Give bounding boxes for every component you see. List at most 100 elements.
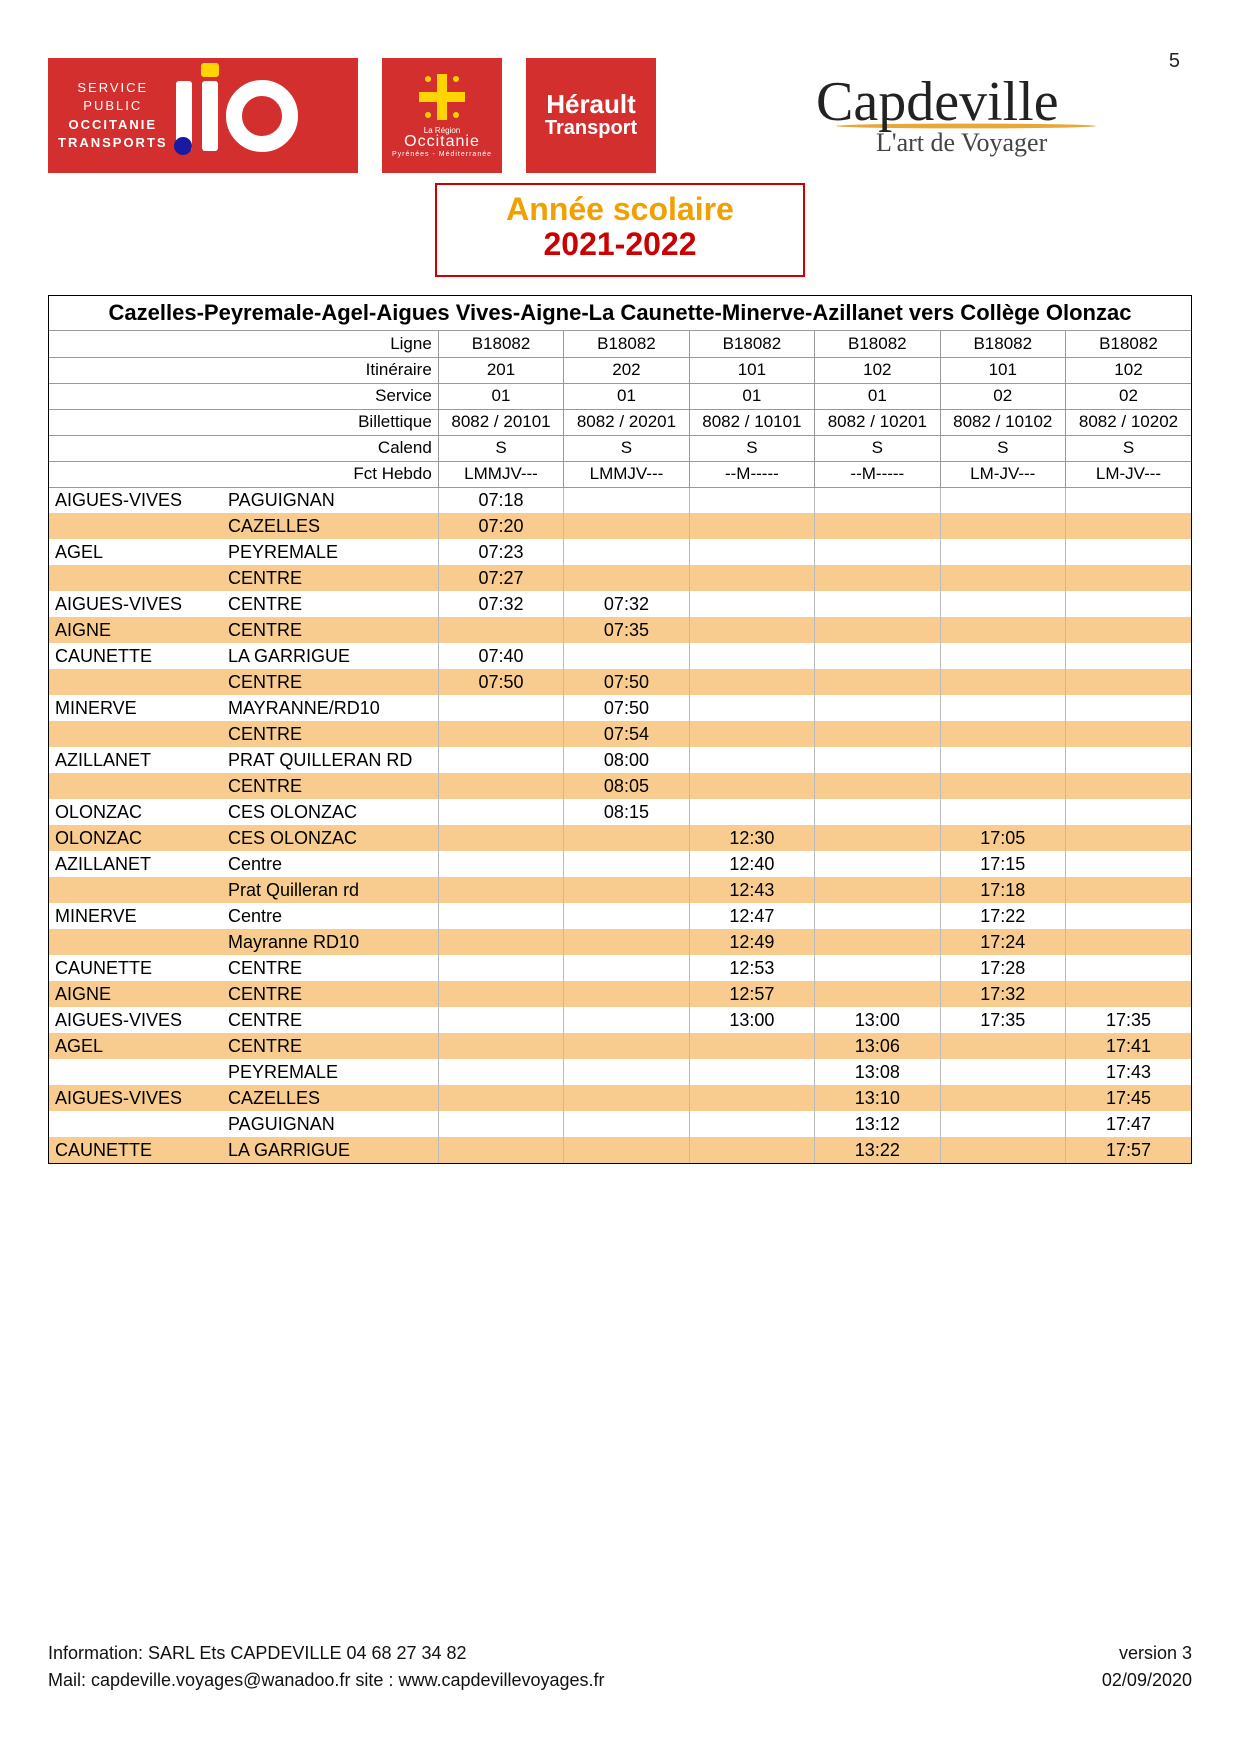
- header-value: 8082 / 10201: [815, 409, 940, 435]
- header-value: 102: [815, 357, 940, 383]
- time-cell: [940, 695, 1065, 721]
- lio-line: SERVICE: [58, 79, 168, 97]
- header-value: B18082: [940, 331, 1065, 357]
- time-cell: 07:27: [438, 565, 563, 591]
- time-cell: [564, 1085, 689, 1111]
- time-cell: 17:57: [1065, 1137, 1191, 1163]
- occitanie-logo-block: La Région Occitanie Pyrénées - Méditerra…: [382, 58, 502, 173]
- table-row: AGELCENTRE13:0617:41: [49, 1033, 1191, 1059]
- time-cell: [815, 565, 940, 591]
- time-cell: [815, 487, 940, 513]
- header-value: 02: [1065, 383, 1191, 409]
- time-cell: 17:35: [940, 1007, 1065, 1033]
- time-cell: [689, 1085, 814, 1111]
- city-cell: AGEL: [49, 1033, 222, 1059]
- time-cell: [689, 539, 814, 565]
- stop-cell: Centre: [222, 851, 438, 877]
- stop-cell: PEYREMALE: [222, 1059, 438, 1085]
- city-cell: CAUNETTE: [49, 643, 222, 669]
- table-row: AGELPEYREMALE07:23: [49, 539, 1191, 565]
- header-value: 201: [438, 357, 563, 383]
- time-cell: [815, 929, 940, 955]
- occitanie-cross-icon: [419, 74, 465, 120]
- time-cell: [815, 903, 940, 929]
- city-cell: CAUNETTE: [49, 1137, 222, 1163]
- header-value: --M-----: [815, 461, 940, 487]
- time-cell: [438, 1085, 563, 1111]
- table-row: AIGUES-VIVESCENTRE07:3207:32: [49, 591, 1191, 617]
- time-cell: 13:00: [815, 1007, 940, 1033]
- time-cell: 12:40: [689, 851, 814, 877]
- time-cell: [815, 695, 940, 721]
- time-cell: [564, 513, 689, 539]
- time-cell: 07:50: [564, 695, 689, 721]
- time-cell: [689, 643, 814, 669]
- time-cell: [689, 1059, 814, 1085]
- time-cell: [564, 851, 689, 877]
- time-cell: 17:47: [1065, 1111, 1191, 1137]
- time-cell: [815, 591, 940, 617]
- table-row: PEYREMALE13:0817:43: [49, 1059, 1191, 1085]
- time-cell: 07:23: [438, 539, 563, 565]
- stop-cell: LA GARRIGUE: [222, 643, 438, 669]
- table-row: AIGUES-VIVESCENTRE13:0013:0017:3517:35: [49, 1007, 1191, 1033]
- table-row: OLONZACCES OLONZAC08:15: [49, 799, 1191, 825]
- stop-cell: CES OLONZAC: [222, 799, 438, 825]
- herault-line1: Hérault: [546, 91, 636, 117]
- table-row: AZILLANETCentre12:4017:15: [49, 851, 1191, 877]
- time-cell: [815, 981, 940, 1007]
- time-cell: [1065, 825, 1191, 851]
- city-cell: AIGUES-VIVES: [49, 487, 222, 513]
- time-cell: [438, 1033, 563, 1059]
- header-value: LM-JV---: [940, 461, 1065, 487]
- city-cell: OLONZAC: [49, 825, 222, 851]
- city-cell: AIGUES-VIVES: [49, 1007, 222, 1033]
- time-cell: [1065, 513, 1191, 539]
- time-cell: [689, 565, 814, 591]
- header-value: 202: [564, 357, 689, 383]
- stop-cell: LA GARRIGUE: [222, 1137, 438, 1163]
- time-cell: [564, 1111, 689, 1137]
- header-value: S: [940, 435, 1065, 461]
- city-cell: MINERVE: [49, 903, 222, 929]
- header-value: 101: [689, 357, 814, 383]
- time-cell: [940, 721, 1065, 747]
- stop-cell: Prat Quilleran rd: [222, 877, 438, 903]
- footer-info2: Mail: capdeville.voyages@wanadoo.fr site…: [48, 1667, 605, 1694]
- time-cell: [940, 747, 1065, 773]
- time-cell: [940, 1137, 1065, 1163]
- table-row: CAUNETTECENTRE12:5317:28: [49, 955, 1191, 981]
- header-value: B18082: [815, 331, 940, 357]
- time-cell: [815, 669, 940, 695]
- table-row: CENTRE08:05: [49, 773, 1191, 799]
- table-row: CENTRE07:54: [49, 721, 1191, 747]
- time-cell: [564, 643, 689, 669]
- stop-cell: CENTRE: [222, 721, 438, 747]
- time-cell: [940, 773, 1065, 799]
- header-label: Ligne: [49, 331, 438, 357]
- footer-info1: Information: SARL Ets CAPDEVILLE 04 68 2…: [48, 1640, 605, 1667]
- year-box: Année scolaire 2021-2022: [435, 183, 805, 277]
- header-value: S: [1065, 435, 1191, 461]
- time-cell: 12:57: [689, 981, 814, 1007]
- time-cell: [1065, 981, 1191, 1007]
- time-cell: [438, 903, 563, 929]
- header-value: 8082 / 20201: [564, 409, 689, 435]
- time-cell: 08:15: [564, 799, 689, 825]
- time-cell: [940, 799, 1065, 825]
- time-cell: [815, 825, 940, 851]
- time-cell: [564, 539, 689, 565]
- time-cell: 12:53: [689, 955, 814, 981]
- time-cell: [564, 955, 689, 981]
- lio-text: SERVICE PUBLIC OCCITANIE TRANSPORTS: [58, 79, 168, 152]
- stop-cell: PRAT QUILLERAN RD: [222, 747, 438, 773]
- time-cell: 12:30: [689, 825, 814, 851]
- time-cell: [1065, 773, 1191, 799]
- time-cell: 07:35: [564, 617, 689, 643]
- time-cell: [564, 825, 689, 851]
- header-value: B18082: [1065, 331, 1191, 357]
- time-cell: [438, 617, 563, 643]
- time-cell: 07:50: [564, 669, 689, 695]
- time-cell: [564, 565, 689, 591]
- time-cell: [689, 799, 814, 825]
